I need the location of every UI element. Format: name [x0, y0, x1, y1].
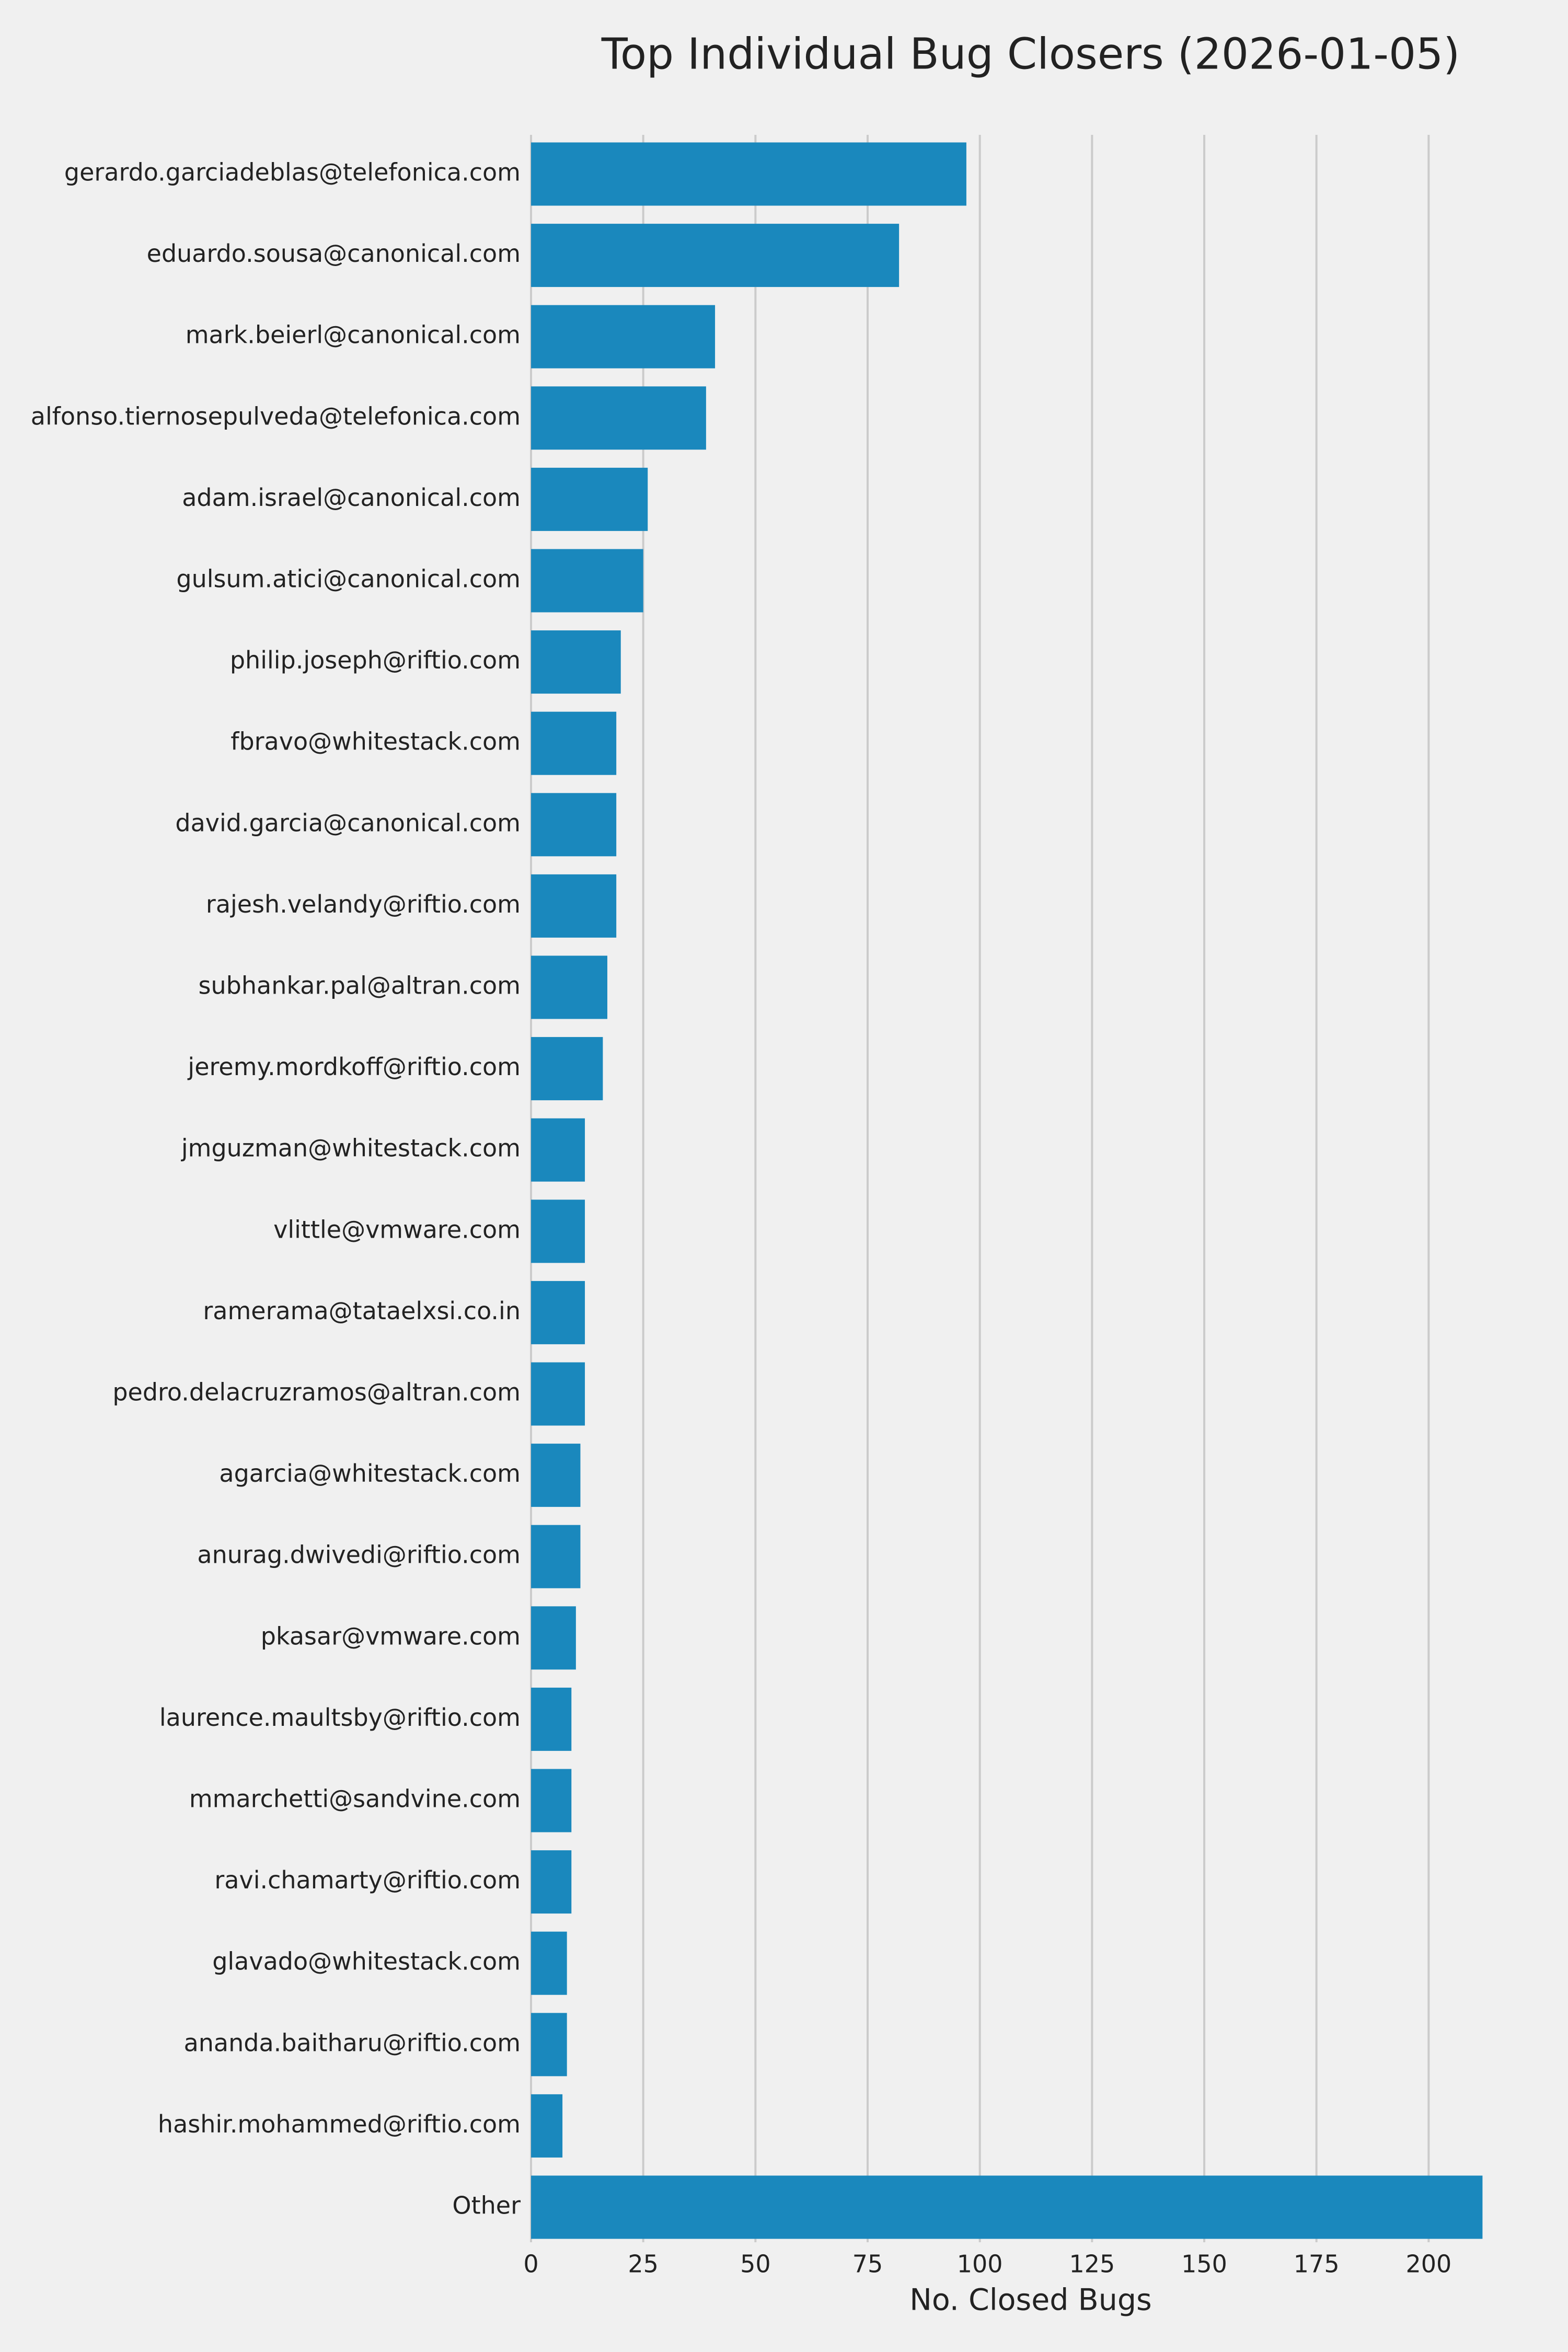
bar: [531, 224, 900, 287]
x-axis-label: No. Closed Bugs: [909, 2283, 1151, 2318]
y-tick-label: vlittle@vmware.com: [273, 1215, 521, 1243]
x-tick-label: 25: [628, 2250, 659, 2278]
bar: [531, 2013, 567, 2077]
bar: [531, 1769, 572, 1832]
bar: [531, 2094, 563, 2158]
bar: [531, 1281, 585, 1344]
x-tick-label: 200: [1405, 2250, 1451, 2278]
y-tick-label: philip.joseph@riftio.com: [230, 646, 521, 674]
bar: [531, 1850, 572, 1914]
bar: [531, 955, 607, 1019]
bar: [531, 305, 716, 368]
bar: [531, 549, 643, 613]
bar: [531, 793, 617, 857]
x-tick-label: 125: [1069, 2250, 1115, 2278]
bar: [531, 2175, 1483, 2239]
y-tick-label: mark.beierl@canonical.com: [186, 321, 521, 349]
y-tick-label: gulsum.atici@canonical.com: [176, 565, 521, 593]
y-tick-label: rajesh.velandy@riftio.com: [206, 890, 521, 918]
y-tick-label: ramerama@tataelxsi.co.in: [203, 1297, 521, 1325]
y-tick-label: fbravo@whitestack.com: [230, 728, 521, 756]
y-tick-label: jeremy.mordkoff@riftio.com: [187, 1053, 521, 1081]
y-tick-label: pkasar@vmware.com: [261, 1622, 521, 1650]
y-tick-label: subhankar.pal@altran.com: [199, 972, 521, 1000]
bar: [531, 1118, 585, 1182]
y-tick-label: alfonso.tiernosepulveda@telefonica.com: [31, 402, 521, 430]
y-tick-label: ananda.baitharu@riftio.com: [184, 2028, 521, 2057]
x-tick-label: 150: [1181, 2250, 1227, 2278]
bar: [531, 1200, 585, 1263]
y-tick-label: jmguzman@whitestack.com: [181, 1134, 521, 1162]
x-tick-label: 0: [523, 2250, 538, 2278]
x-tick-label: 175: [1294, 2250, 1340, 2278]
bar: [531, 1037, 603, 1101]
y-tick-label: anurag.dwivedi@riftio.com: [197, 1541, 521, 1569]
bar: [531, 467, 648, 531]
y-tick-label: eduardo.sousa@canonical.com: [147, 239, 521, 268]
x-tick-label: 75: [852, 2250, 883, 2278]
y-tick-label: agarcia@whitestack.com: [219, 1459, 521, 1488]
y-tick-label: gerardo.garciadeblas@telefonica.com: [64, 158, 521, 187]
bar: [531, 1687, 572, 1751]
bar: [531, 1362, 585, 1426]
y-tick-label: ravi.chamarty@riftio.com: [214, 1866, 521, 1894]
y-tick-label: glavado@whitestack.com: [212, 1947, 521, 1976]
y-tick-label: pedro.delacruzramos@altran.com: [112, 1378, 521, 1406]
y-tick-label: hashir.mohammed@riftio.com: [158, 2110, 521, 2138]
y-tick-label: laurence.maultsby@riftio.com: [159, 1703, 521, 1732]
chart-title: Top Individual Bug Closers (2026-01-05): [601, 29, 1460, 79]
x-tick-label: 100: [957, 2250, 1003, 2278]
bar: [531, 386, 706, 450]
y-tick-label: david.garcia@canonical.com: [175, 809, 521, 837]
bar: [531, 1444, 581, 1507]
bar: [531, 1606, 576, 1670]
bar: [531, 1931, 567, 1995]
x-tick-label: 50: [740, 2250, 771, 2278]
bar: [531, 1525, 581, 1588]
bar: [531, 630, 621, 694]
bar: [531, 711, 617, 775]
bar: [531, 142, 966, 206]
y-tick-label: adam.israel@canonical.com: [182, 483, 521, 512]
bar: [531, 874, 617, 938]
y-tick-label: mmarchetti@sandvine.com: [189, 1785, 521, 1813]
y-tick-label: Other: [452, 2192, 521, 2220]
